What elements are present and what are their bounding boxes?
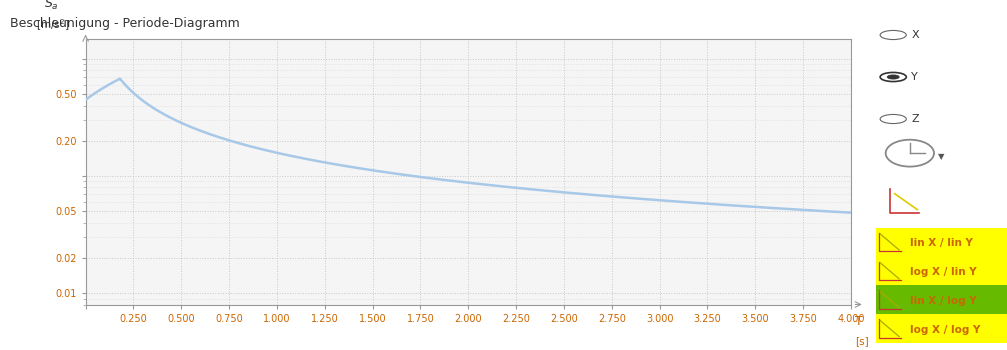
Text: lin X / lin Y: lin X / lin Y <box>910 238 973 248</box>
Text: X: X <box>911 30 919 40</box>
Text: Z: Z <box>911 114 919 124</box>
Text: $S_a$: $S_a$ <box>43 0 58 12</box>
Bar <box>876 285 1007 314</box>
Text: [s]: [s] <box>855 336 868 346</box>
Text: lin X / log Y: lin X / log Y <box>910 296 977 306</box>
Text: Y: Y <box>911 72 918 82</box>
Text: T: T <box>855 315 862 328</box>
Text: Beschleunigung - Periode-Diagramm: Beschleunigung - Periode-Diagramm <box>10 18 240 30</box>
Bar <box>876 314 1007 343</box>
Bar <box>876 256 1007 285</box>
Bar <box>876 228 1007 256</box>
Text: $[\mathrm{m/s^2}]$: $[\mathrm{m/s^2}]$ <box>36 18 69 33</box>
Text: log X / log Y: log X / log Y <box>910 325 981 335</box>
Text: ▼: ▼ <box>939 152 945 161</box>
Text: log X / lin Y: log X / lin Y <box>910 267 977 277</box>
Text: ▼: ▼ <box>937 200 944 209</box>
